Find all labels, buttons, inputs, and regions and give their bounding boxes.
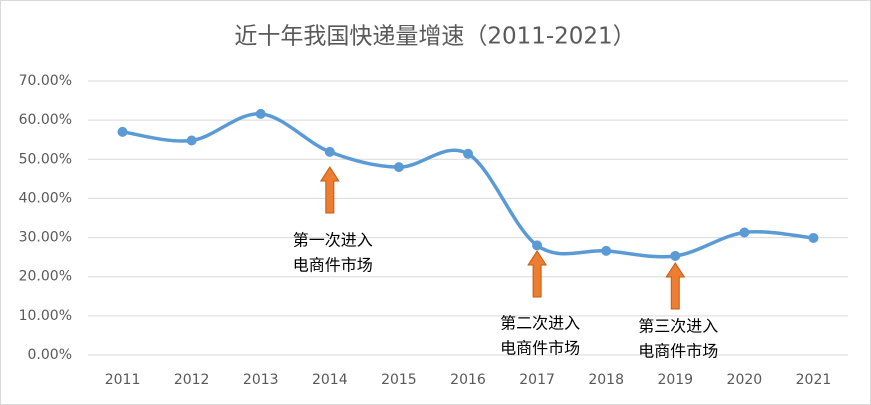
annotation-text: 电商件市场 — [293, 256, 373, 275]
annotation-text: 第三次进入 — [638, 317, 718, 336]
x-tick-label: 2015 — [381, 372, 417, 388]
data-point — [808, 232, 819, 243]
annotation-text: 电商件市场 — [500, 339, 580, 358]
x-tick-label: 2018 — [588, 372, 624, 388]
chart-title: 近十年我国快递量增速（2011-2021） — [234, 24, 635, 50]
x-tick-label: 2016 — [450, 372, 486, 388]
annotation-text: 第二次进入 — [500, 314, 580, 333]
y-tick-label: 40.00% — [19, 190, 72, 206]
data-point — [117, 126, 128, 137]
data-point — [186, 135, 197, 146]
y-tick-label: 50.00% — [19, 151, 72, 167]
data-point — [670, 250, 681, 261]
x-tick-label: 2011 — [105, 372, 141, 388]
data-point — [532, 240, 543, 251]
annotation-arrow — [527, 250, 548, 298]
x-tick-label: 2014 — [312, 372, 348, 388]
y-tick-label: 20.00% — [19, 269, 72, 285]
y-tick-label: 0.00% — [28, 347, 72, 363]
x-tick-label: 2012 — [174, 372, 210, 388]
annotation-text: 电商件市场 — [638, 342, 718, 361]
y-tick-label: 60.00% — [19, 112, 72, 128]
y-tick-label: 10.00% — [19, 308, 72, 324]
annotation-arrow — [665, 262, 686, 310]
x-tick-label: 2013 — [243, 372, 279, 388]
annotation-arrow — [319, 166, 340, 214]
y-tick-label: 30.00% — [19, 230, 72, 246]
data-point — [393, 162, 404, 173]
data-point — [463, 148, 473, 159]
x-tick-label: 2021 — [796, 372, 832, 388]
x-tick-label: 2020 — [727, 372, 763, 388]
x-tick-label: 2019 — [657, 372, 693, 388]
data-point — [739, 227, 750, 238]
x-tick-label: 2017 — [519, 372, 555, 388]
data-point — [324, 146, 335, 157]
data-point — [255, 108, 266, 119]
data-point — [601, 245, 612, 256]
y-tick-label: 70.00% — [19, 73, 72, 89]
annotation-text: 第一次进入 — [293, 231, 373, 250]
